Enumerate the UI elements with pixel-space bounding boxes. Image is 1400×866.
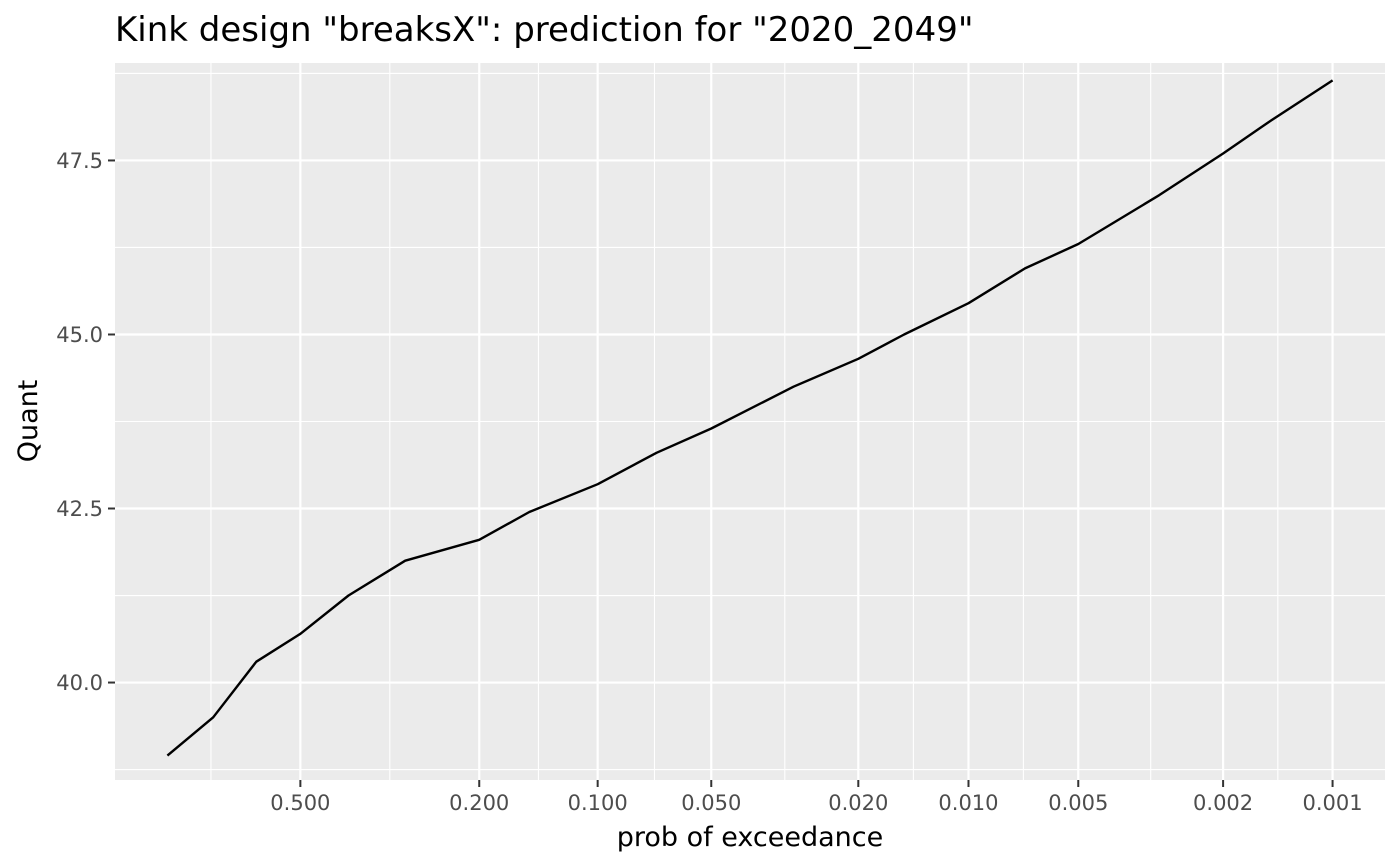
x-tick-label: 0.002: [1193, 791, 1253, 815]
x-tick-label: 0.020: [828, 791, 888, 815]
chart-title: Kink design "breaksX": prediction for "2…: [115, 10, 973, 50]
y-tick-label: 47.5: [56, 149, 103, 173]
major-gridlines: [115, 63, 1385, 780]
y-tick-label: 45.0: [56, 323, 103, 347]
x-tick-label: 0.100: [568, 791, 628, 815]
y-tick-label: 42.5: [56, 497, 103, 521]
x-tick-label: 0.010: [938, 791, 998, 815]
series-line: [166, 79, 1334, 757]
x-tick-label: 0.050: [681, 791, 741, 815]
x-axis: 0.500 0.200 0.100 0.050 0.020 0.010 0.005 0.002…: [270, 780, 1363, 815]
x-axis-title: prob of exceedance: [617, 822, 883, 853]
x-tick-label: 0.001: [1303, 791, 1363, 815]
minor-gridlines: [115, 63, 1385, 780]
x-tick-label: 0.500: [270, 791, 330, 815]
y-axis-title: Quant: [13, 380, 44, 463]
x-tick-label: 0.200: [449, 791, 509, 815]
y-axis: 40.0 42.5 45.0 47.5: [56, 149, 115, 695]
y-tick-label: 40.0: [56, 671, 103, 695]
x-tick-label: 0.005: [1048, 791, 1108, 815]
series-layer: [166, 79, 1334, 757]
